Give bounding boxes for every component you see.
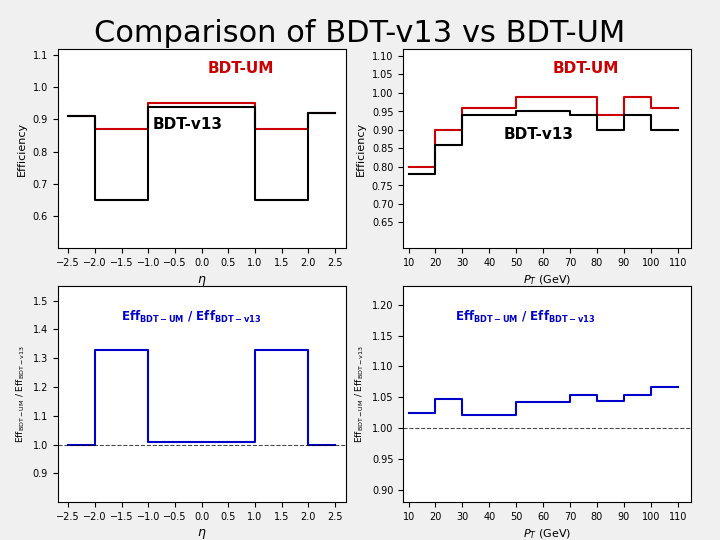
Y-axis label: Efficiency: Efficiency [17,122,27,176]
Y-axis label: Efficiency: Efficiency [356,122,366,176]
Text: BDT-v13: BDT-v13 [153,117,222,132]
Text: Eff$_\mathbf{BDT-UM}$ / Eff$_\mathbf{BDT-v13}$: Eff$_\mathbf{BDT-UM}$ / Eff$_\mathbf{BDT… [455,309,595,325]
X-axis label: $\eta$: $\eta$ [197,528,207,540]
Text: BDT-v13: BDT-v13 [504,126,574,141]
Text: Comparison of BDT-v13 vs BDT-UM: Comparison of BDT-v13 vs BDT-UM [94,19,626,48]
Text: BDT-UM: BDT-UM [553,60,619,76]
Y-axis label: Eff$_\mathrm{BDT-UM}$ / Eff$_\mathrm{BDT-v13}$: Eff$_\mathrm{BDT-UM}$ / Eff$_\mathrm{BDT… [14,345,27,443]
X-axis label: $P_T$ (GeV): $P_T$ (GeV) [523,274,571,287]
X-axis label: $\eta$: $\eta$ [197,274,207,288]
Text: BDT-UM: BDT-UM [207,60,274,76]
Y-axis label: Eff$_\mathrm{BDT-UM}$ / Eff$_\mathrm{BDT-v13}$: Eff$_\mathrm{BDT-UM}$ / Eff$_\mathrm{BDT… [354,345,366,443]
Text: Eff$_\mathbf{BDT-UM}$ / Eff$_\mathbf{BDT-v13}$: Eff$_\mathbf{BDT-UM}$ / Eff$_\mathbf{BDT… [121,309,261,325]
X-axis label: $P_T$ (GeV): $P_T$ (GeV) [523,528,571,540]
